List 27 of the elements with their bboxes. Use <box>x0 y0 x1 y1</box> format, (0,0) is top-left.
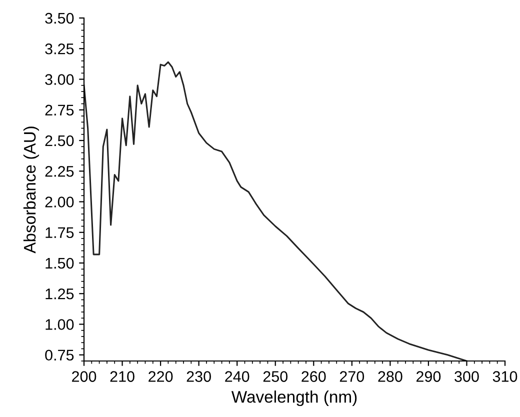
y-tick-label: 2.75 <box>45 104 74 116</box>
x-axis-title: Wavelength (nm) <box>231 390 357 406</box>
y-tick-label: 1.25 <box>46 288 74 300</box>
y-tick-label: 3.50 <box>45 12 74 24</box>
y-tick-label: 0.75 <box>45 350 74 361</box>
y-tick-label: 2.00 <box>45 196 74 208</box>
x-tick-label: 280 <box>378 371 402 382</box>
y-tick-label: 2.50 <box>45 135 74 146</box>
x-tick-label: 260 <box>302 371 326 382</box>
x-tick-label: 210 <box>110 371 134 382</box>
x-tick-label: 240 <box>225 371 250 382</box>
y-tick-label: 1.75 <box>46 227 74 238</box>
x-tick-label: 310 <box>492 371 518 382</box>
x-tick-label: 250 <box>263 371 288 382</box>
y-tick-label: 1.00 <box>46 319 74 330</box>
y-tick-label: 3.00 <box>45 74 74 85</box>
y-tick-label: 1.50 <box>46 258 74 269</box>
x-tick-label: 300 <box>454 371 479 382</box>
y-axis-title: Absorbance (AU) <box>23 126 39 254</box>
line-series <box>84 61 468 361</box>
x-tick-label: 270 <box>340 371 364 382</box>
y-tick-label: 3.25 <box>45 43 74 54</box>
y-tick-label: 2.25 <box>45 166 74 177</box>
x-tick-label: 290 <box>416 371 441 382</box>
x-tick-label: 230 <box>186 371 211 382</box>
x-tick-label: 200 <box>72 371 96 382</box>
x-tick-label: 220 <box>148 371 173 382</box>
